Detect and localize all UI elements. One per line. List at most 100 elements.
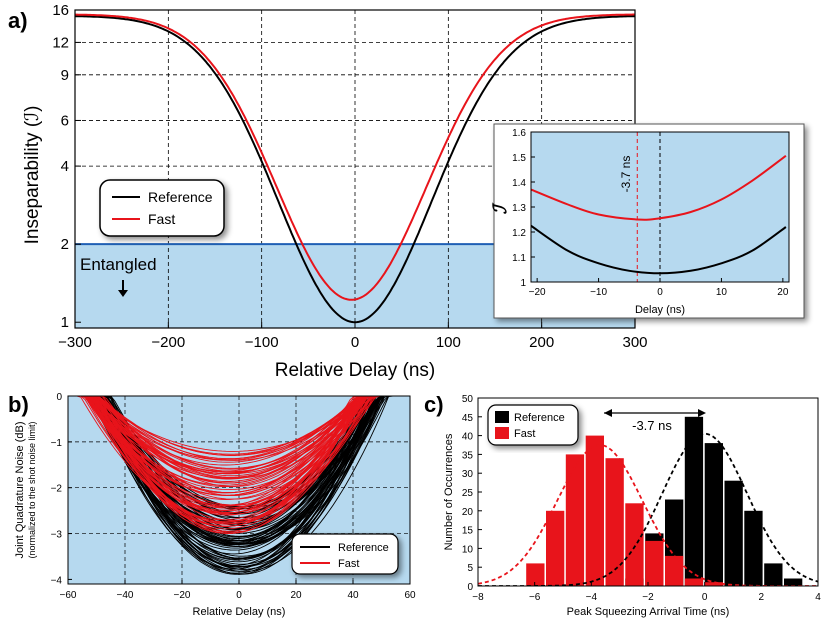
- panel-b-label: b): [8, 392, 29, 417]
- panel-c-ytick-label: 30: [462, 469, 474, 480]
- panel-b-xtick-label: 0: [236, 590, 242, 601]
- panel-b-xtick-label: 20: [290, 590, 302, 601]
- inset-annotation: -3.7 ns: [619, 156, 633, 193]
- panel-a-label: a): [8, 8, 28, 33]
- panel-c-ytick-label: 5: [467, 563, 473, 574]
- legend-c-reference-swatch: [495, 411, 509, 423]
- panel-c-bar-reference: [684, 416, 704, 586]
- panel-b-xtick-label: −20: [174, 590, 191, 601]
- panel-a-ytick-label: 6: [61, 112, 69, 129]
- inset-xtick-label: −20: [529, 287, 546, 298]
- panel-a-ytick-label: 12: [52, 34, 69, 51]
- legend-b-fast-label: Fast: [338, 558, 359, 570]
- panel-b-trace-fast: [68, 396, 410, 496]
- panel-b-ytick-label: −3: [51, 530, 63, 541]
- panel-a-series-fast: [75, 13, 635, 301]
- legend-c-reference-label: Reference: [514, 412, 565, 424]
- panel-c-legend: Reference Fast: [487, 404, 579, 446]
- panel-b-trace-fast: [68, 396, 410, 525]
- panel-b-ytick-label: −1: [51, 438, 63, 449]
- panel-c-bar-fast: [625, 503, 644, 586]
- panel-c-ytick-label: 20: [462, 507, 474, 518]
- panel-a-xtick-label: 0: [351, 334, 359, 351]
- inset-xtick-label: 10: [716, 287, 728, 298]
- panel-c-ytick-label: 40: [462, 432, 474, 443]
- panel-c-ytick-label: 45: [462, 413, 474, 424]
- panel-c-bar-fast: [684, 578, 704, 586]
- inset-ytick-label: 1: [520, 278, 526, 289]
- panel-c-xtick-label: −2: [642, 592, 654, 603]
- panel-c-ytick-label: 15: [462, 526, 474, 537]
- panel-c-bar-reference: [724, 480, 743, 586]
- panel-c-bar-fast: [605, 458, 624, 586]
- panel-b-xtick-label: −60: [60, 590, 77, 601]
- panel-a-xtick-label: −300: [58, 334, 92, 351]
- panel-c-bar-reference: [704, 443, 723, 586]
- panel-a-xlabel: Relative Delay (ns): [275, 360, 436, 381]
- panel-b-trace-fast: [68, 396, 410, 530]
- inset-ytick-label: 1.5: [512, 153, 526, 164]
- panel-b-xlabel: Relative Delay (ns): [193, 606, 286, 618]
- panel-a-xtick-label: 300: [622, 334, 647, 351]
- panel-c-xtick-label: −8: [472, 592, 484, 603]
- inset-ytick-label: 1.1: [512, 253, 526, 264]
- panel-a-ytick-label: 1: [61, 314, 69, 331]
- inset-xtick-label: −10: [590, 287, 607, 298]
- panel-b-trace-fast: [68, 396, 410, 475]
- panel-c-xtick-label: 2: [759, 592, 765, 603]
- inset-series-reference: [531, 224, 787, 275]
- panel-c-ytick-label: 50: [462, 394, 474, 405]
- panel-b-ytick-label: −2: [51, 484, 63, 495]
- panel-c-bar-fast: [645, 540, 664, 586]
- panel-a-xtick-label: 200: [529, 334, 554, 351]
- panel-b-ytick-label: −4: [51, 575, 63, 586]
- inset-xlabel: Delay (ns): [635, 304, 685, 316]
- inset-ytick-label: 1.3: [512, 203, 526, 214]
- panel-a-xtick-label: −100: [245, 334, 279, 351]
- panel-b-trace-fast: [68, 396, 410, 463]
- entangled-label: Entangled: [80, 255, 157, 274]
- inset-ytick-label: 1.2: [512, 228, 526, 239]
- panel-a-xtick-label: −200: [151, 334, 185, 351]
- inset-ytick-label: 1.6: [512, 128, 526, 139]
- panel-a-ytick-label: 9: [61, 67, 69, 84]
- panel-c-bar-fast: [526, 563, 545, 586]
- panel-b-xtick-label: 60: [404, 590, 416, 601]
- panel-c-annotation: -3.7 ns: [632, 418, 672, 433]
- panel-b-xtick-label: −40: [117, 590, 134, 601]
- panel-a-legend: Reference Fast: [99, 179, 225, 237]
- panel-b-trace-fast: [68, 396, 410, 533]
- panel-c-xtick-label: 0: [702, 592, 708, 603]
- panel-b-xtick-label: 40: [347, 590, 359, 601]
- inset-ytick-label: 1.4: [512, 178, 526, 189]
- panel-c-xtick-label: −6: [529, 592, 541, 603]
- panel-a-xtick-label: 100: [436, 334, 461, 351]
- panel-c-xtick-label: −4: [586, 592, 598, 603]
- panel-b-ylabel-sub: (normalized to the shot noise limit): [27, 421, 37, 558]
- panel-c-ytick-label: 25: [462, 488, 474, 499]
- panel-c-bar-reference: [764, 563, 783, 586]
- panel-c-bar-fast: [546, 510, 565, 586]
- inset-series-fast: [531, 154, 787, 221]
- panel-c-bar-fast: [704, 582, 723, 586]
- panel-c-bar-fast: [665, 555, 684, 586]
- panel-c-bar-reference: [744, 510, 763, 586]
- panel-b-ytick-label: 0: [56, 392, 62, 403]
- panel-b-trace-fast: [68, 396, 410, 474]
- panel-c-ytick-label: 35: [462, 450, 474, 461]
- panel-b-trace-fast: [68, 396, 410, 523]
- panel-c-label: c): [424, 392, 444, 417]
- panel-c-bar-fast: [565, 454, 585, 586]
- panel-c-bar-fast: [585, 435, 604, 586]
- panel-a-ylabel: Inseparability (ℐ): [22, 106, 43, 245]
- panel-b-trace-fast: [68, 396, 410, 493]
- panel-c-ytick-label: 10: [462, 544, 474, 555]
- legend-c-fast-label: Fast: [514, 428, 535, 440]
- legend-b-reference-label: Reference: [338, 542, 389, 554]
- inset-xtick-label: 0: [657, 287, 663, 298]
- inset-xtick-label: 20: [777, 287, 789, 298]
- legend-a-fast-label: Fast: [148, 211, 175, 227]
- panel-b-trace-fast: [68, 396, 410, 477]
